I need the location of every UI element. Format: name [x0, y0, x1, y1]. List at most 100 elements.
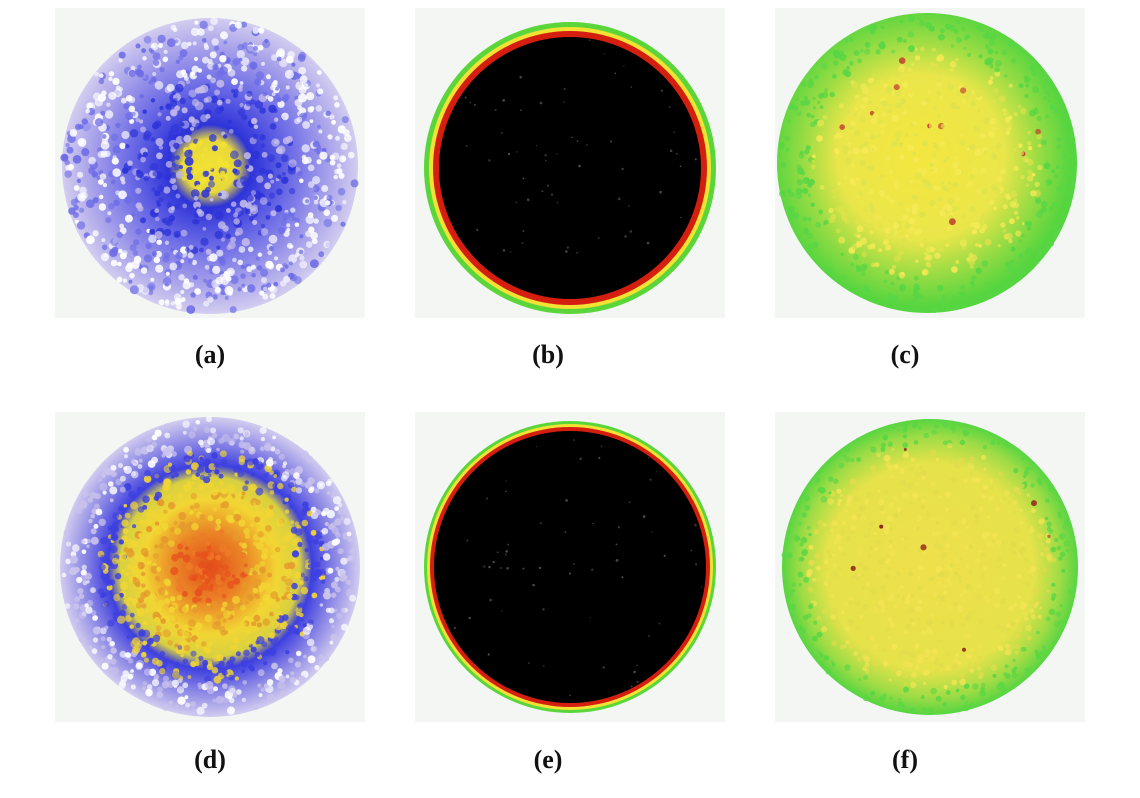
texture-dot: [931, 613, 935, 618]
texture-dot: [107, 547, 112, 552]
texture-dot: [893, 84, 900, 91]
texture-dot: [175, 251, 183, 260]
texture-dot: [155, 264, 164, 273]
texture-dot: [1038, 518, 1045, 525]
texture-dot: [186, 450, 193, 457]
texture-dot: [195, 658, 200, 663]
texture-dot: [906, 650, 911, 656]
texture-dot: [1002, 34, 1007, 39]
texture-dot: [992, 673, 997, 678]
texture-dot: [953, 601, 958, 607]
texture-dot: [170, 567, 179, 576]
texture-dot: [821, 63, 828, 70]
texture-dot: [336, 168, 343, 174]
texture-dot: [157, 34, 166, 43]
texture-dot: [290, 207, 296, 213]
texture-dot: [849, 120, 856, 127]
texture-dot: [1026, 581, 1031, 587]
texture-dot: [947, 83, 955, 91]
texture-dot: [334, 641, 338, 646]
texture-dot: [178, 585, 186, 592]
texture-dot: [485, 497, 488, 500]
texture-dot: [147, 638, 154, 645]
texture-dot: [157, 619, 162, 624]
texture-dot: [892, 222, 900, 230]
texture-dot: [808, 602, 814, 608]
texture-dot: [916, 16, 921, 21]
texture-dot: [911, 62, 915, 66]
texture-dot: [233, 577, 241, 585]
texture-dot: [93, 523, 99, 529]
texture-dot: [173, 520, 178, 526]
texture-dot: [978, 644, 983, 649]
texture-dot: [216, 249, 224, 257]
texture-dot: [238, 542, 243, 547]
texture-dot: [1018, 239, 1023, 243]
texture-dot: [117, 248, 123, 254]
texture-dot: [297, 105, 303, 111]
texture-dot: [282, 263, 287, 268]
texture-dot: [894, 131, 903, 139]
texture-dot: [992, 532, 998, 538]
texture-dot: [141, 583, 146, 588]
texture-dot: [845, 109, 851, 115]
texture-dot: [270, 179, 275, 184]
texture-dot: [224, 570, 231, 577]
texture-dot: [858, 677, 862, 681]
texture-dot: [170, 206, 175, 211]
texture-dot: [889, 696, 893, 700]
texture-dot: [883, 528, 890, 534]
texture-dot: [961, 26, 966, 31]
texture-dot: [302, 626, 311, 635]
texture-dot: [171, 671, 180, 679]
texture-dot: [155, 625, 162, 631]
texture-dot: [589, 617, 591, 619]
texture-dot: [159, 650, 166, 657]
texture-dot: [213, 463, 219, 468]
texture-dot: [966, 147, 970, 151]
texture-dot: [131, 540, 139, 548]
texture-dot: [1020, 107, 1027, 115]
texture-dot: [967, 53, 972, 57]
texture-dot: [912, 306, 918, 312]
texture-dot: [331, 539, 339, 546]
texture-dot: [1039, 606, 1042, 610]
texture-dot: [80, 569, 87, 576]
panel-a: [55, 8, 365, 318]
texture-dot: [889, 620, 894, 625]
texture-dot: [214, 230, 223, 240]
texture-dot: [248, 158, 255, 165]
texture-dot: [921, 268, 929, 276]
texture-dot: [295, 487, 303, 494]
texture-dot: [887, 441, 893, 447]
texture-dot: [311, 592, 318, 599]
texture-dot: [694, 158, 697, 161]
texture-dot: [955, 196, 961, 202]
texture-dot: [210, 564, 218, 572]
texture-dot: [143, 657, 149, 663]
texture-dot: [1061, 568, 1066, 573]
texture-dot: [312, 195, 318, 201]
texture-dot: [915, 526, 921, 532]
texture-dot: [143, 133, 151, 141]
texture-dot: [321, 185, 329, 192]
texture-dot: [955, 688, 960, 693]
texture-dot: [325, 110, 331, 117]
texture-dot: [797, 521, 803, 526]
texture-dot: [1054, 223, 1059, 228]
texture-dot: [171, 679, 180, 687]
texture-dot: [805, 145, 811, 151]
texture-dot: [197, 682, 202, 688]
texture-dot: [874, 546, 879, 551]
texture-dot: [859, 264, 868, 272]
texture-dot: [959, 678, 966, 686]
texture-dot: [501, 610, 503, 612]
texture-dot: [251, 273, 256, 278]
texture-dot: [131, 212, 136, 217]
texture-dot: [288, 159, 297, 168]
texture-dot: [277, 100, 285, 108]
texture-dot: [153, 472, 160, 479]
texture-dot: [241, 697, 246, 702]
texture-dot: [885, 627, 891, 632]
texture-dot: [936, 54, 944, 62]
